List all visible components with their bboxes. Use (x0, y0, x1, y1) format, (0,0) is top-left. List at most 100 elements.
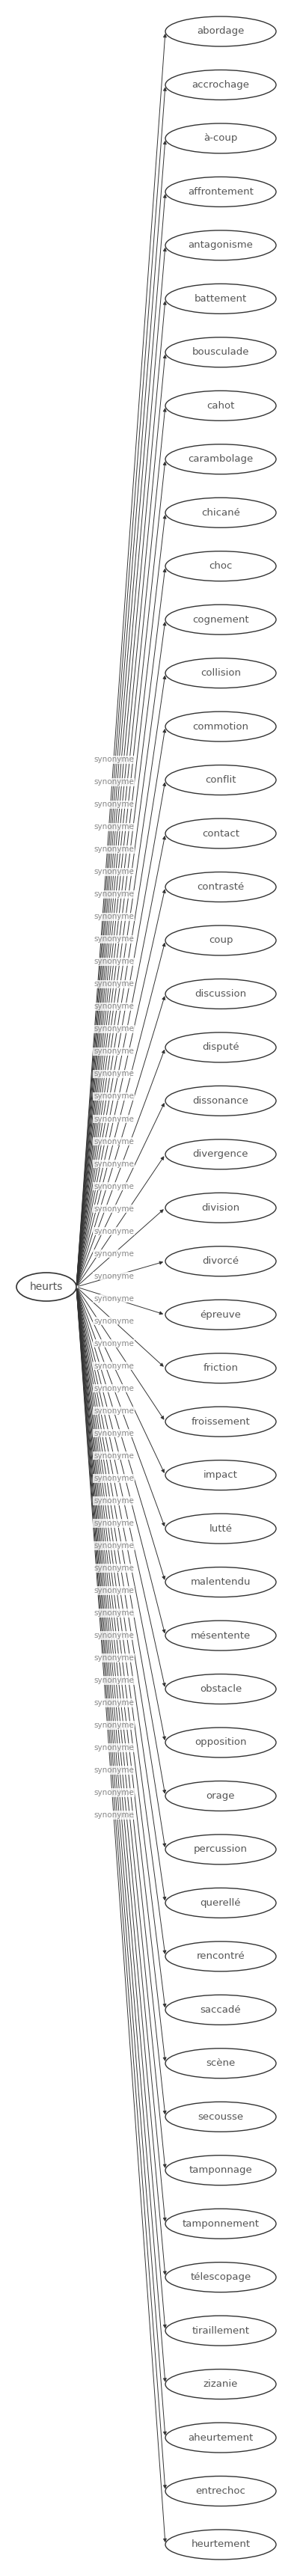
Text: synonyme: synonyme (93, 778, 133, 786)
Text: zizanie: zizanie (203, 2380, 237, 2388)
Ellipse shape (165, 1942, 275, 1971)
Ellipse shape (165, 15, 275, 46)
Text: synonyme: synonyme (93, 891, 133, 899)
Text: synonyme: synonyme (93, 1811, 133, 1819)
Ellipse shape (165, 979, 275, 1010)
Text: synonyme: synonyme (93, 1002, 133, 1010)
Text: heurts: heurts (30, 1283, 63, 1293)
Text: synonyme: synonyme (93, 1316, 133, 1324)
Text: synonyme: synonyme (93, 1654, 133, 1662)
Text: synonyme: synonyme (93, 1788, 133, 1795)
Text: saccadé: saccadé (200, 2004, 241, 2014)
Text: synonyme: synonyme (93, 981, 133, 989)
Ellipse shape (165, 1247, 275, 1275)
Text: divorcé: divorcé (202, 1257, 238, 1267)
Text: synonyme: synonyme (93, 1340, 133, 1347)
Ellipse shape (165, 1461, 275, 1489)
Ellipse shape (165, 1139, 275, 1170)
Text: synonyme: synonyme (93, 958, 133, 966)
Text: collision: collision (200, 667, 240, 677)
Ellipse shape (165, 1087, 275, 1115)
Text: accrochage: accrochage (192, 80, 249, 90)
Ellipse shape (165, 443, 275, 474)
Text: commotion: commotion (192, 721, 248, 732)
Ellipse shape (165, 1515, 275, 1543)
Ellipse shape (165, 1994, 275, 2025)
Text: synonyme: synonyme (93, 1721, 133, 1728)
Ellipse shape (165, 925, 275, 956)
Text: affrontement: affrontement (187, 188, 253, 196)
Text: secousse: secousse (197, 2112, 243, 2123)
Text: synonyme: synonyme (93, 1520, 133, 1528)
Text: synonyme: synonyme (93, 1564, 133, 1571)
Ellipse shape (165, 2156, 275, 2184)
Ellipse shape (165, 873, 275, 902)
Ellipse shape (165, 551, 275, 582)
Ellipse shape (165, 1888, 275, 1919)
Ellipse shape (165, 1674, 275, 1703)
Ellipse shape (165, 1352, 275, 1383)
Text: aheurtement: aheurtement (188, 2432, 253, 2442)
Text: divergence: divergence (192, 1149, 248, 1159)
Text: contrasté: contrasté (196, 881, 244, 891)
Text: synonyme: synonyme (93, 755, 133, 762)
Text: battement: battement (194, 294, 246, 304)
Text: synonyme: synonyme (93, 1453, 133, 1461)
Text: lutté: lutté (209, 1525, 232, 1533)
Text: carambolage: carambolage (188, 453, 253, 464)
Text: opposition: opposition (194, 1739, 246, 1747)
Ellipse shape (165, 2208, 275, 2239)
Text: synonyme: synonyme (93, 1249, 133, 1257)
Text: synonyme: synonyme (93, 1206, 133, 1213)
Text: cahot: cahot (206, 402, 234, 410)
Ellipse shape (165, 229, 275, 260)
Text: obstacle: obstacle (199, 1685, 241, 1695)
Ellipse shape (165, 2370, 275, 2398)
Text: division: division (201, 1203, 239, 1213)
Text: à-coup: à-coup (203, 134, 237, 144)
Ellipse shape (165, 1193, 275, 1224)
Text: synonyme: synonyme (93, 1543, 133, 1548)
Text: synonyme: synonyme (93, 801, 133, 809)
Text: orage: orage (206, 1790, 234, 1801)
Text: synonyme: synonyme (93, 1767, 133, 1775)
Text: entrechoc: entrechoc (195, 2486, 245, 2496)
Text: coup: coup (208, 935, 232, 945)
Text: impact: impact (203, 1471, 237, 1481)
Text: synonyme: synonyme (93, 1115, 133, 1123)
Ellipse shape (165, 1620, 275, 1651)
Ellipse shape (165, 605, 275, 634)
Text: choc: choc (208, 562, 232, 572)
Ellipse shape (165, 2262, 275, 2293)
Text: synonyme: synonyme (93, 1386, 133, 1391)
Text: conflit: conflit (205, 775, 236, 786)
Ellipse shape (165, 392, 275, 420)
Text: synonyme: synonyme (93, 1631, 133, 1638)
Text: synonyme: synonyme (93, 1226, 133, 1234)
Ellipse shape (165, 283, 275, 314)
Ellipse shape (165, 765, 275, 796)
Ellipse shape (165, 1834, 275, 1865)
Text: synonyme: synonyme (93, 1497, 133, 1504)
Text: friction: friction (203, 1363, 238, 1373)
Text: cognement: cognement (192, 616, 248, 623)
Ellipse shape (165, 1728, 275, 1757)
Ellipse shape (165, 2048, 275, 2079)
Ellipse shape (165, 1566, 275, 1597)
Text: scène: scène (206, 2058, 235, 2069)
Text: synonyme: synonyme (93, 935, 133, 943)
Ellipse shape (165, 1033, 275, 1061)
Text: tamponnement: tamponnement (182, 2218, 259, 2228)
Text: épreuve: épreuve (200, 1309, 241, 1319)
Text: synonyme: synonyme (93, 912, 133, 920)
Text: contact: contact (202, 829, 239, 837)
Ellipse shape (165, 2102, 275, 2133)
Text: antagonisme: antagonisme (188, 240, 252, 250)
Text: disputé: disputé (202, 1043, 239, 1051)
Text: dissonance: dissonance (192, 1095, 248, 1105)
Ellipse shape (165, 2421, 275, 2452)
Text: abordage: abordage (196, 26, 244, 36)
Text: tamponnage: tamponnage (188, 2166, 252, 2174)
Ellipse shape (165, 178, 275, 206)
Text: synonyme: synonyme (93, 868, 133, 876)
